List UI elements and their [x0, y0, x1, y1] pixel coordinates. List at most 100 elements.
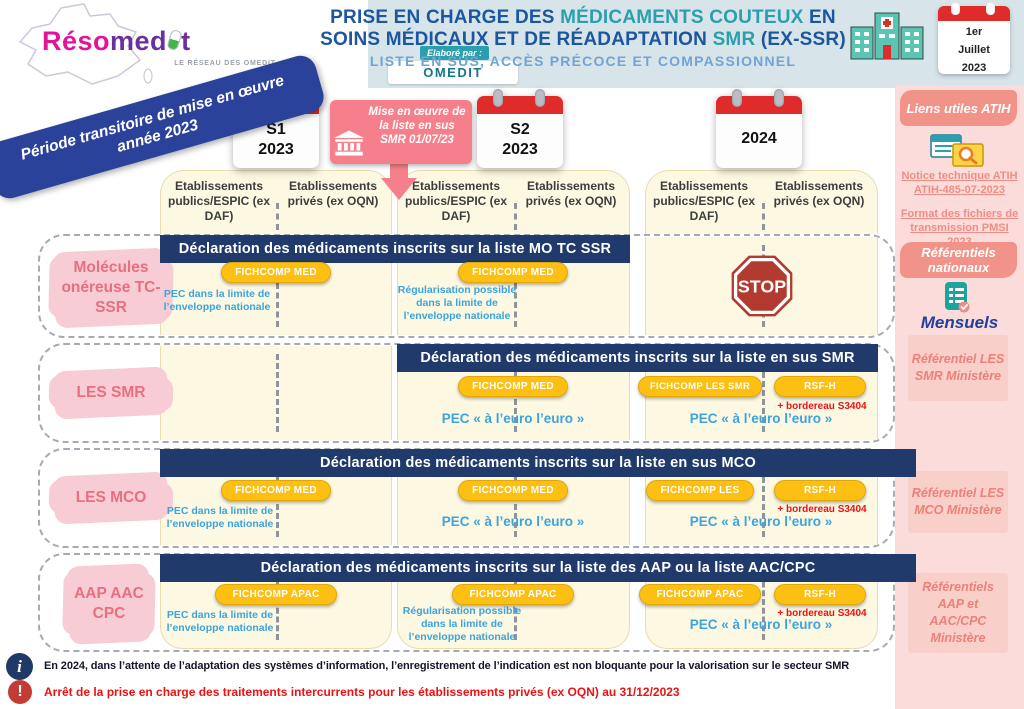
pec-note: PEC dans la limite de l’enveloppe nation… [163, 288, 271, 313]
elabore-par-label: Elaboré par : [420, 46, 490, 60]
pec-euro-note: PEC « à l’euro l’euro » [441, 514, 585, 529]
title-line-1: PRISE EN CHARGE DES MÉDICAMENTS COUTEUX … [300, 7, 866, 29]
column-header-private: Etablissements privés (ex OQN) [773, 179, 865, 208]
france-map-icon [19, 3, 153, 85]
regularisation-note: Régularisation possible dans la limite d… [402, 605, 522, 643]
milestone-callout: Mise en œuvre de la liste en sus SMR 01/… [330, 100, 472, 164]
sidebar-links-header: Liens utiles ATIH [900, 90, 1017, 126]
link-format-fichiers-pmsi[interactable]: Format des fichiers de transmission PMSI… [900, 208, 1019, 248]
calendar-ring-icon [493, 89, 503, 107]
bordereau-note: + bordereau S3404 [777, 608, 867, 619]
row-les-mco: Déclaration des médicaments inscrits sur… [38, 448, 916, 548]
bordereau-note: + bordereau S3404 [777, 401, 867, 412]
title-l2c: (EX-SSR) [755, 29, 846, 50]
column-divider [276, 203, 279, 230]
footer-info-text: En 2024, dans l’attente de l’adaptation … [44, 660, 850, 672]
row-label: Molécules onéreuse TC-SSR [52, 252, 170, 324]
fichcomp-pill: FICHCOMP APAC [215, 584, 337, 605]
group-header-s2-2023: Etablissements publics/ESPIC (ex DAF) Et… [397, 170, 630, 234]
rsfh-pill: RSF-H [774, 584, 866, 605]
title-l1b: MÉDICAMENTS COUTEUX [560, 7, 804, 28]
row-label: AAP AAC CPC [66, 567, 152, 641]
sidebar: Liens utiles ATIH Notice technique ATIH … [895, 85, 1024, 709]
pec-euro-note: PEC « à l’euro l’euro » [689, 514, 833, 529]
row-banner: Déclaration des médicaments inscrits sur… [160, 554, 916, 582]
sidebar-referentiels-header: Référentiels nationaux [900, 242, 1017, 278]
date-line-1: 1er [965, 26, 983, 38]
referentiels-aap-aac-cpc-link[interactable]: Référentiels AAP et AAC/CPC Ministère [908, 573, 1008, 653]
fichcomp-pill: FICHCOMP APAC [639, 584, 761, 605]
omedit-logo: OMEDIT [388, 61, 518, 84]
date-line-3: 2023 [961, 62, 987, 74]
bordereau-note: + bordereau S3404 [777, 504, 867, 515]
cal-line-2: 2023 [502, 141, 538, 158]
warning-icon: ! [8, 680, 32, 704]
row-aap-aac-cpc: Déclaration des médicaments inscrits sur… [38, 553, 916, 652]
stop-sign-icon: STOP [729, 253, 795, 324]
cal-line-1: S1 [266, 121, 286, 138]
calendar-top [938, 6, 1010, 21]
date-calendar-1er-juillet: 1er Juillet 2023 [938, 2, 1010, 74]
checklist-document-icon [945, 282, 970, 313]
column-divider [276, 245, 279, 327]
brand-part-3: t [181, 26, 191, 56]
title-l2a: SOINS MÉDICAUX ET DE RÉADAPTATION [320, 29, 713, 50]
referentiel-les-mco-link[interactable]: Référentiel LES MCO Ministère [908, 471, 1008, 533]
regularisation-note: Régularisation possible dans la limite d… [397, 284, 517, 322]
row-molecules-onereuses: Déclaration des médicaments inscrits sur… [38, 234, 895, 338]
title-subtitle: LISTE EN SUS, ACCÈS PRÉCOCE ET COMPASSIO… [369, 53, 797, 69]
pec-euro-note: PEC « à l’euro l’euro » [689, 411, 833, 426]
title-l1c: EN [803, 7, 836, 28]
pec-note: PEC dans la limite de l’enveloppe nation… [166, 505, 274, 530]
group-header-2024: Etablissements publics/ESPIC (ex DAF) Et… [645, 170, 878, 234]
rsfh-pill: RSF-H [774, 480, 866, 501]
calendar-ring-icon [535, 89, 545, 107]
column-header-private: Etablissements privés (ex OQN) [287, 179, 379, 208]
footer-warning-text: Arrêt de la prise en charge des traiteme… [44, 685, 680, 699]
brand-part-1: Réso [42, 26, 111, 56]
row-banner: Déclaration des médicaments inscrits sur… [397, 344, 878, 372]
row-label: LES MCO [52, 476, 170, 520]
bank-building-icon [334, 130, 364, 156]
title-l2b: SMR [712, 29, 756, 50]
column-divider [276, 354, 279, 432]
title-line-2: SOINS MÉDICAUX ET DE RÉADAPTATION SMR (E… [300, 29, 866, 51]
calendar-ring-icon [732, 89, 742, 107]
column-divider [761, 203, 765, 230]
cal-line-1: 2024 [741, 130, 777, 147]
row-banner: Déclaration des médicaments inscrits sur… [160, 235, 630, 263]
pec-euro-note: PEC « à l’euro l’euro » [689, 617, 833, 632]
fichcomp-pill: FICHCOMP MED [458, 262, 568, 283]
milestone-arrow-tip-icon [381, 178, 417, 200]
fichcomp-pill: FICHCOMP MED [458, 480, 568, 501]
link-notice-technique-atih[interactable]: Notice technique ATIH ATIH-485-07-2023 [901, 170, 1018, 196]
pec-euro-note: PEC « à l’euro l’euro » [441, 411, 585, 426]
column-divider [513, 245, 517, 327]
referentiel-les-smr-link[interactable]: Référentiel LES SMR Ministère [908, 335, 1008, 401]
fichcomp-pill: FICHCOMP APAC [452, 584, 574, 605]
calendar-s2-2023: S2 2023 [477, 89, 563, 168]
cal-line-2: 2023 [258, 141, 294, 158]
stop-text: STOP [738, 277, 786, 297]
fichcomp-pill: FICHCOMP LES SMR [638, 376, 762, 397]
cell-s1 [160, 346, 392, 440]
pec-note: PEC dans la limite de l’enveloppe nation… [166, 609, 274, 634]
row-label: LES SMR [52, 371, 170, 415]
column-divider [761, 564, 765, 640]
frequency-label: Mensuels [920, 313, 999, 332]
brand-tagline: LE RÉSEAU DES OMEDIT [174, 60, 276, 67]
hospital-icon [850, 12, 924, 60]
column-divider [513, 203, 517, 230]
title-l1a: PRISE EN CHARGE DES [330, 7, 561, 28]
calendar-ring-icon [774, 89, 784, 107]
row-banner: Déclaration des médicaments inscrits sur… [160, 449, 916, 477]
fichcomp-pill: FICHCOMP MED [221, 262, 331, 283]
rsfh-pill: RSF-H [774, 376, 866, 397]
milestone-text: Mise en œuvre de la liste en sus SMR 01/… [368, 106, 466, 146]
group-header-s1-2023: Etablissements publics/ESPIC (ex DAF) Et… [160, 170, 392, 234]
column-header-public: Etablissements publics/ESPIC (ex DAF) [652, 179, 756, 223]
row-les-smr: Déclaration des médicaments inscrits sur… [38, 343, 895, 443]
fichcomp-pill: FICHCOMP LES [646, 480, 754, 501]
link-windows-icon [930, 134, 984, 167]
